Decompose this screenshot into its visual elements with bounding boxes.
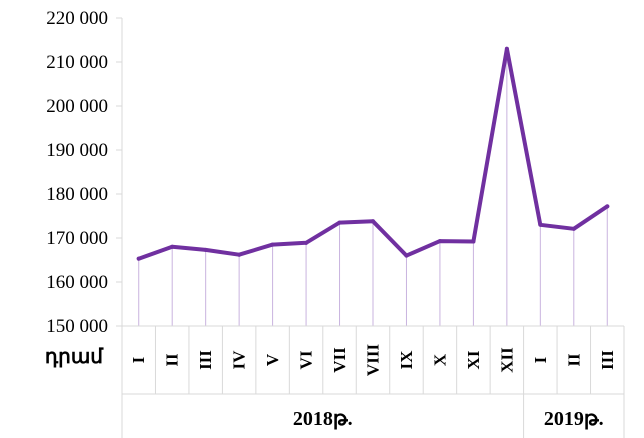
x-tick-label: II (163, 353, 182, 367)
data-point (237, 252, 242, 257)
x-tick-label: XI (464, 350, 483, 369)
data-point (371, 219, 375, 224)
unit-label: դրամ (45, 346, 104, 368)
data-point (270, 242, 275, 247)
data-point (337, 220, 342, 225)
data-point (170, 244, 175, 249)
y-tick-label: 210 000 (46, 52, 108, 73)
drop-lines (138, 48, 608, 326)
x-tick-label: III (598, 350, 617, 370)
series-line-group (136, 46, 610, 261)
y-tick-label: 160 000 (46, 272, 108, 293)
data-point (203, 247, 208, 252)
y-tick-label: 190 000 (46, 140, 108, 161)
y-tick-label: 220 000 (46, 8, 108, 29)
data-point (605, 204, 610, 209)
x-tick-label: VIII (364, 344, 383, 377)
x-tick-label: I (129, 356, 148, 363)
data-point (571, 226, 576, 231)
x-tick-label: II (564, 353, 583, 367)
y-tick-label: 180 000 (46, 184, 108, 205)
x-tick-label: VI (297, 350, 316, 369)
data-point (404, 253, 409, 258)
x-axis: I II III IV V VI VII VIII IX X XI XII I II III (129, 344, 617, 377)
data-point (437, 239, 442, 244)
y-axis: 150 000 160 000 170 000 180 000 190 000 200 0… (46, 8, 122, 337)
y-tick-label: 200 000 (46, 96, 108, 117)
y-tick-label: 150 000 (46, 316, 108, 337)
data-point (471, 239, 476, 244)
year-label: 2019թ. (544, 408, 604, 430)
year-axis: 2018թ. 2019թ. (293, 408, 604, 430)
x-tick-label: XII (497, 347, 516, 373)
x-tick-label: VII (330, 347, 349, 373)
y-tick-label: 170 000 (46, 228, 108, 249)
data-point (504, 46, 509, 51)
x-tick-label: IX (397, 350, 416, 370)
axis-lines (121, 18, 625, 438)
x-tick-label: V (263, 353, 282, 366)
x-tick-label: X (430, 353, 449, 366)
year-label: 2018թ. (293, 408, 353, 430)
data-point (538, 222, 543, 227)
x-tick-label: III (196, 350, 215, 370)
x-tick-label: IV (230, 350, 249, 370)
x-tick-label: I (531, 356, 550, 363)
data-point (304, 240, 309, 245)
data-point (136, 256, 141, 261)
